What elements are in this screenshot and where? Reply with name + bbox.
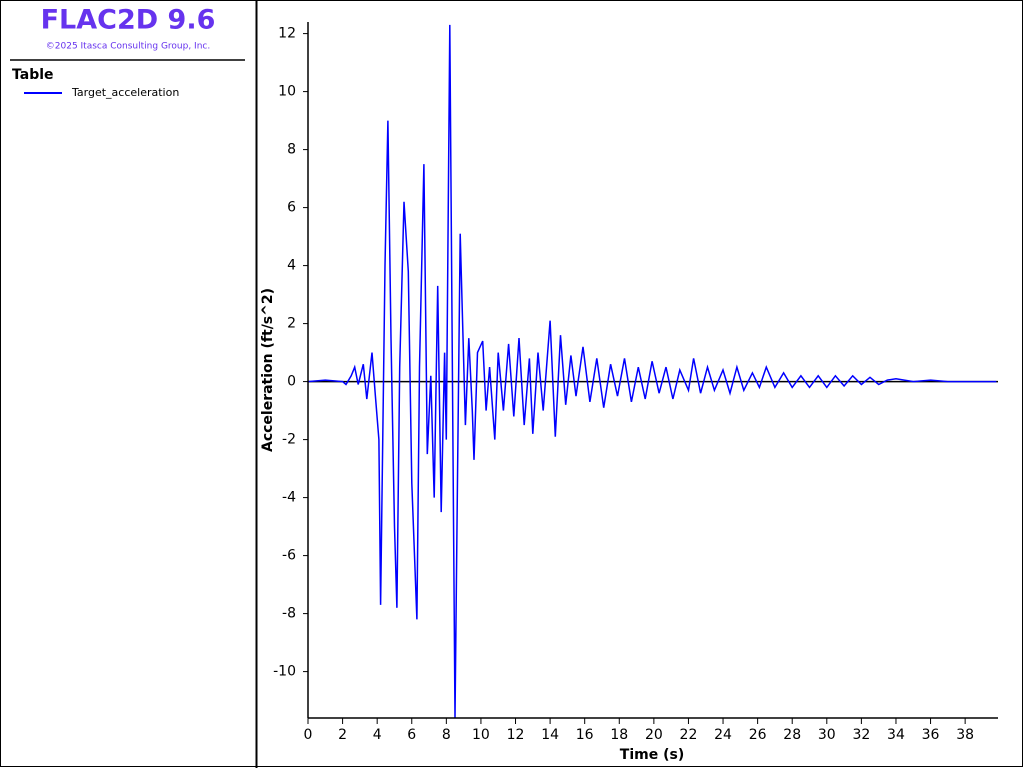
y-tick-label: 6 [287, 200, 296, 216]
y-tick-label: 4 [287, 258, 296, 274]
data-line [307, 24, 997, 719]
x-tick-label: 34 [887, 727, 905, 743]
legend-label: Target_acceleration [71, 86, 179, 99]
y-axis-label: Acceleration (ft/s^2) [260, 288, 276, 452]
y-tick-label: -4 [282, 490, 296, 506]
x-tick-label: 16 [576, 727, 594, 743]
x-tick-label: 10 [472, 727, 490, 743]
x-tick-label: 24 [714, 727, 732, 743]
x-tick-label: 38 [956, 727, 974, 743]
x-tick-label: 26 [749, 727, 767, 743]
x-tick-label: 28 [783, 727, 801, 743]
x-tick-label: 2 [338, 727, 347, 743]
y-tick-label: -2 [282, 432, 296, 448]
x-tick-label: 30 [818, 727, 836, 743]
x-tick-label: 22 [680, 727, 698, 743]
x-tick-label: 18 [610, 727, 628, 743]
section-label: Table [12, 67, 54, 83]
y-tick-label: 8 [287, 142, 296, 158]
x-tick-label: 6 [407, 727, 416, 743]
y-tick-label: -8 [282, 606, 296, 622]
x-tick-label: 12 [507, 727, 525, 743]
x-tick-label: 8 [442, 727, 451, 743]
y-tick-label: 0 [287, 374, 296, 390]
y-tick-label: 10 [278, 84, 296, 100]
y-tick-label: -10 [273, 664, 296, 680]
x-tick-label: 20 [645, 727, 663, 743]
x-axis-label: Time (s) [620, 747, 684, 763]
app-title: FLAC2D 9.6 [41, 5, 216, 36]
x-tick-label: 32 [852, 727, 870, 743]
x-tick-label: 36 [922, 727, 940, 743]
x-tick-label: 4 [373, 727, 382, 743]
y-tick-label: 12 [278, 26, 296, 42]
x-tick-label: 0 [304, 727, 313, 743]
copyright: ©2025 Itasca Consulting Group, Inc. [46, 42, 210, 52]
y-tick-label: 2 [287, 316, 296, 332]
y-tick-label: -6 [282, 548, 296, 564]
x-tick-label: 14 [541, 727, 559, 743]
